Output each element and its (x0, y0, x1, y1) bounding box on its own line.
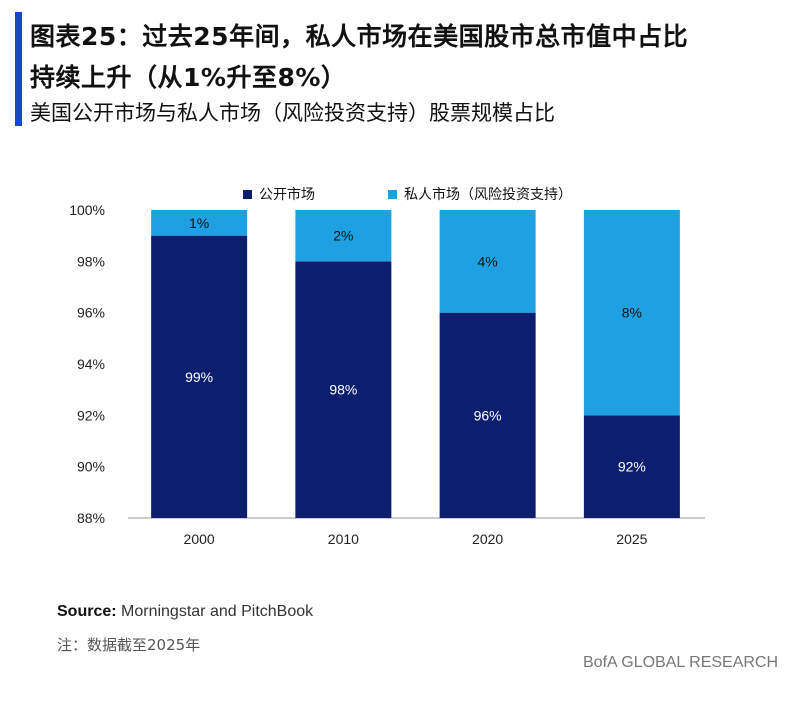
data-label: 96% (474, 407, 502, 423)
x-tick-label: 2010 (328, 531, 359, 547)
data-label: 4% (478, 253, 498, 269)
y-tick-label: 94% (77, 356, 105, 372)
x-tick-label: 2020 (472, 531, 503, 547)
bar-private-2020 (439, 210, 536, 313)
y-tick-label: 98% (77, 253, 105, 269)
bar-public-2020 (439, 312, 536, 518)
legend-swatch (388, 190, 397, 199)
source-label: Source: (57, 603, 117, 620)
legend-swatch (243, 190, 252, 199)
bar-private-2000 (151, 210, 248, 236)
title-accent-bar (15, 12, 22, 126)
data-label: 8% (622, 305, 642, 321)
y-tick-label: 100% (69, 202, 105, 218)
bar-public-2000 (151, 235, 248, 518)
brand-logo-text: BofA GLOBAL RESEARCH (583, 654, 779, 671)
x-tick-label: 2025 (616, 531, 647, 547)
source-note: Source: Morningstar and PitchBook (57, 603, 313, 621)
bar-private-2025 (583, 210, 680, 416)
y-tick-label: 92% (77, 407, 105, 423)
y-tick-label: 88% (77, 510, 105, 526)
data-label: 99% (185, 369, 213, 385)
source-text: Morningstar and PitchBook (116, 603, 314, 620)
y-tick-label: 90% (77, 459, 105, 475)
data-label: 1% (189, 215, 209, 231)
y-tick-label: 96% (77, 305, 105, 321)
chart-title-line1: 图表25：过去25年间，私人市场在美国股市总市值中占比 (30, 22, 689, 51)
bar-public-2010 (295, 261, 392, 518)
data-note: 注：数据截至2025年 (57, 636, 201, 654)
legend-label: 公开市场 (259, 186, 315, 203)
bar-public-2025 (583, 415, 680, 518)
bar-private-2010 (295, 210, 392, 262)
chart-subtitle: 美国公开市场与私人市场（风险投资支持）股票规模占比 (30, 101, 555, 125)
data-label: 98% (329, 382, 357, 398)
x-tick-label: 2000 (184, 531, 215, 547)
data-label: 2% (333, 228, 353, 244)
legend-label: 私人市场（风险投资支持） (404, 186, 572, 203)
chart-title-line2: 持续上升（从1%升至8%） (30, 63, 347, 92)
data-label: 92% (618, 459, 646, 475)
